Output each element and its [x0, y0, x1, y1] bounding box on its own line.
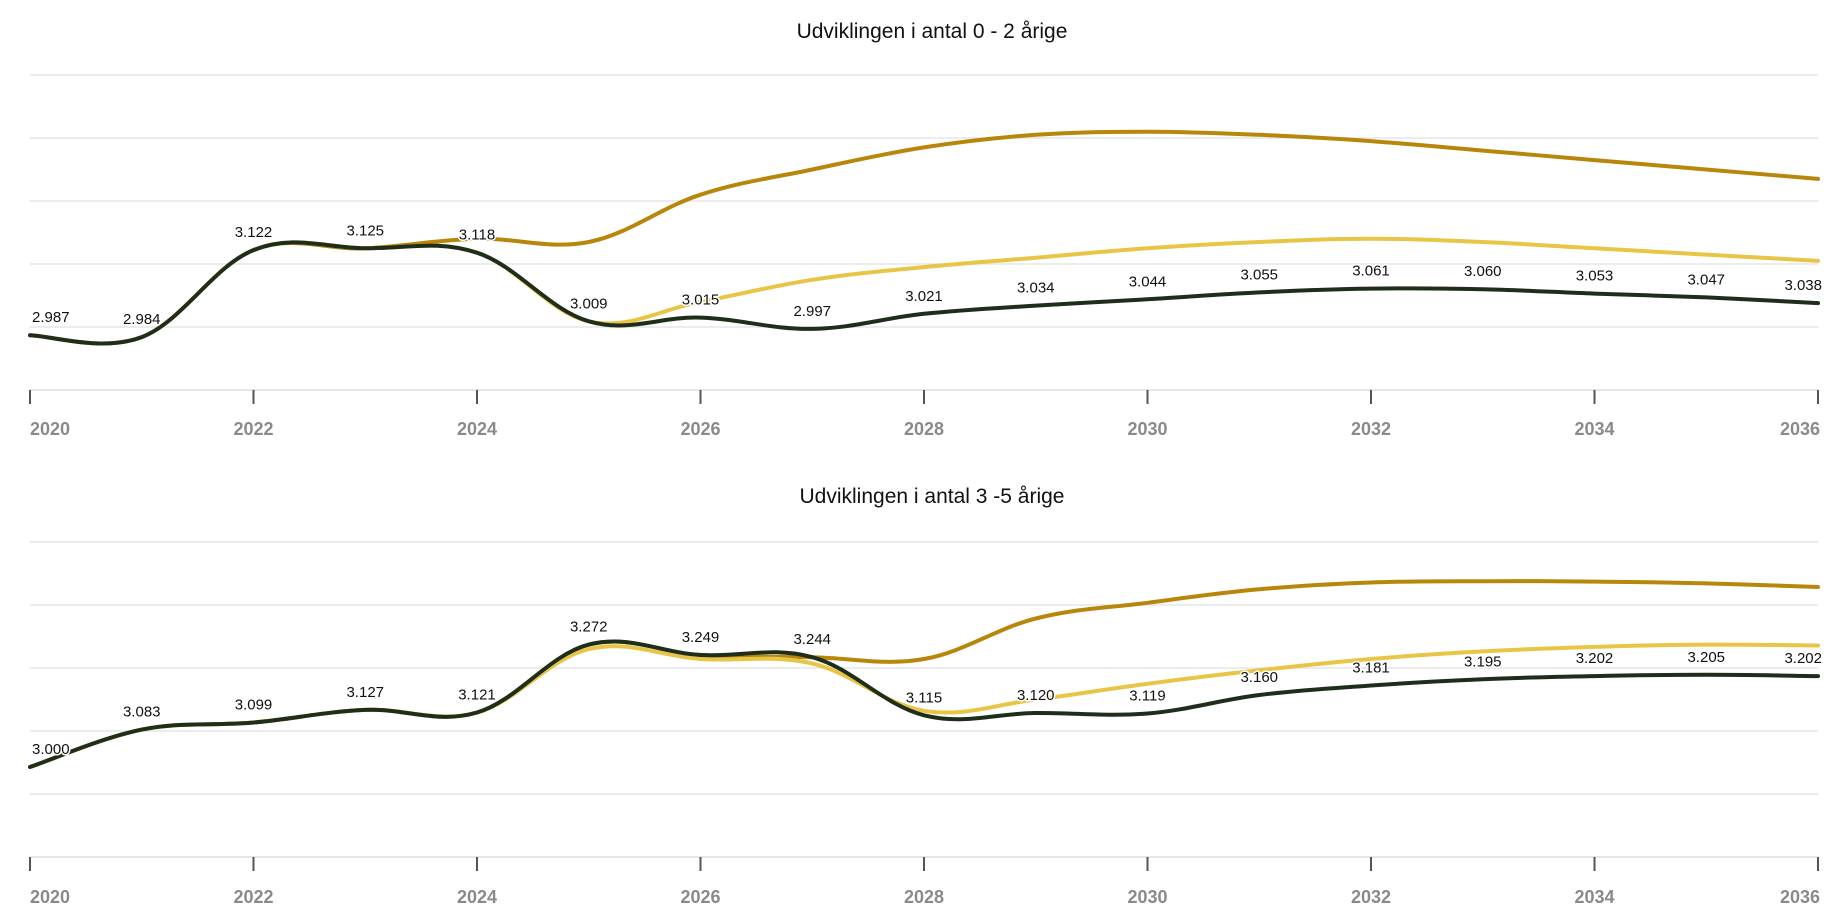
x-tick-label: 2026 [680, 419, 720, 439]
data-label: 3.083 [123, 704, 161, 721]
data-label: 3.127 [346, 684, 384, 701]
data-label: 2.997 [793, 303, 831, 320]
x-tick-label: 2034 [1574, 419, 1614, 439]
data-label: 3.021 [905, 288, 943, 305]
data-label: 3.034 [1017, 280, 1055, 297]
x-tick-label: 2020 [30, 887, 70, 907]
data-label: 3.272 [570, 619, 608, 636]
data-label: 3.009 [570, 295, 608, 312]
x-tick-label: 2024 [457, 887, 497, 907]
x-tick-label: 2022 [233, 419, 273, 439]
series-line-0 [28, 129, 1820, 346]
x-tick-label: 2028 [904, 419, 944, 439]
x-tick-label: 2022 [233, 887, 273, 907]
data-label: 3.115 [906, 689, 942, 706]
data-label: 3.121 [458, 687, 496, 704]
data-label: 3.038 [1784, 277, 1822, 294]
data-label: 3.202 [1784, 650, 1822, 667]
chart-3-to-5-year-olds: Udviklingen i antal 3 -5 årige 2020 2022 20… [28, 485, 1824, 907]
x-tick-label: 2020 [30, 419, 70, 439]
data-label: 2.987 [32, 309, 70, 326]
data-label: 3.060 [1464, 263, 1502, 280]
x-tick-label: 2030 [1127, 887, 1167, 907]
x-tick-label: 2030 [1127, 419, 1167, 439]
data-label: 3.044 [1129, 273, 1167, 290]
data-label: 3.099 [235, 696, 273, 713]
series-line-0 [28, 579, 1820, 769]
series-line-2 [28, 240, 1820, 346]
data-label: 3.195 [1464, 653, 1502, 670]
chart-title: Udviklingen i antal 0 - 2 årige [797, 20, 1068, 43]
data-label: 2.984 [123, 311, 161, 328]
x-tick-label: 2024 [457, 419, 497, 439]
chart-0-to-2-year-olds: Udviklingen i antal 0 - 2 årige 2020 2022 2… [28, 20, 1824, 439]
x-tick-label: 2034 [1574, 887, 1614, 907]
data-label: 3.205 [1687, 649, 1725, 666]
data-label: 3.119 [1129, 687, 1165, 704]
data-label: 3.061 [1352, 263, 1390, 280]
data-label: 3.047 [1687, 271, 1725, 288]
x-tick-label: 2036 [1780, 887, 1820, 907]
data-label: 3.244 [793, 631, 831, 648]
data-label: 3.202 [1576, 650, 1614, 667]
data-label: 3.125 [346, 222, 384, 239]
chart-title: Udviklingen i antal 3 -5 årige [800, 485, 1065, 508]
data-label: 3.000 [32, 741, 70, 758]
x-tick-label: 2028 [904, 887, 944, 907]
data-label: 3.055 [1240, 266, 1278, 283]
data-label: 3.122 [235, 224, 273, 241]
series-line-2 [28, 639, 1820, 769]
x-tick-label: 2032 [1351, 887, 1391, 907]
data-label: 3.160 [1240, 669, 1278, 686]
data-label: 3.118 [459, 227, 495, 244]
data-label: 3.053 [1576, 268, 1614, 285]
x-tick-label: 2032 [1351, 419, 1391, 439]
data-label: 3.249 [682, 629, 720, 646]
data-label: 3.181 [1352, 660, 1390, 677]
data-label: 3.015 [682, 292, 720, 309]
x-tick-label: 2026 [680, 887, 720, 907]
data-label: 3.120 [1017, 687, 1055, 704]
x-tick-label: 2036 [1780, 419, 1820, 439]
